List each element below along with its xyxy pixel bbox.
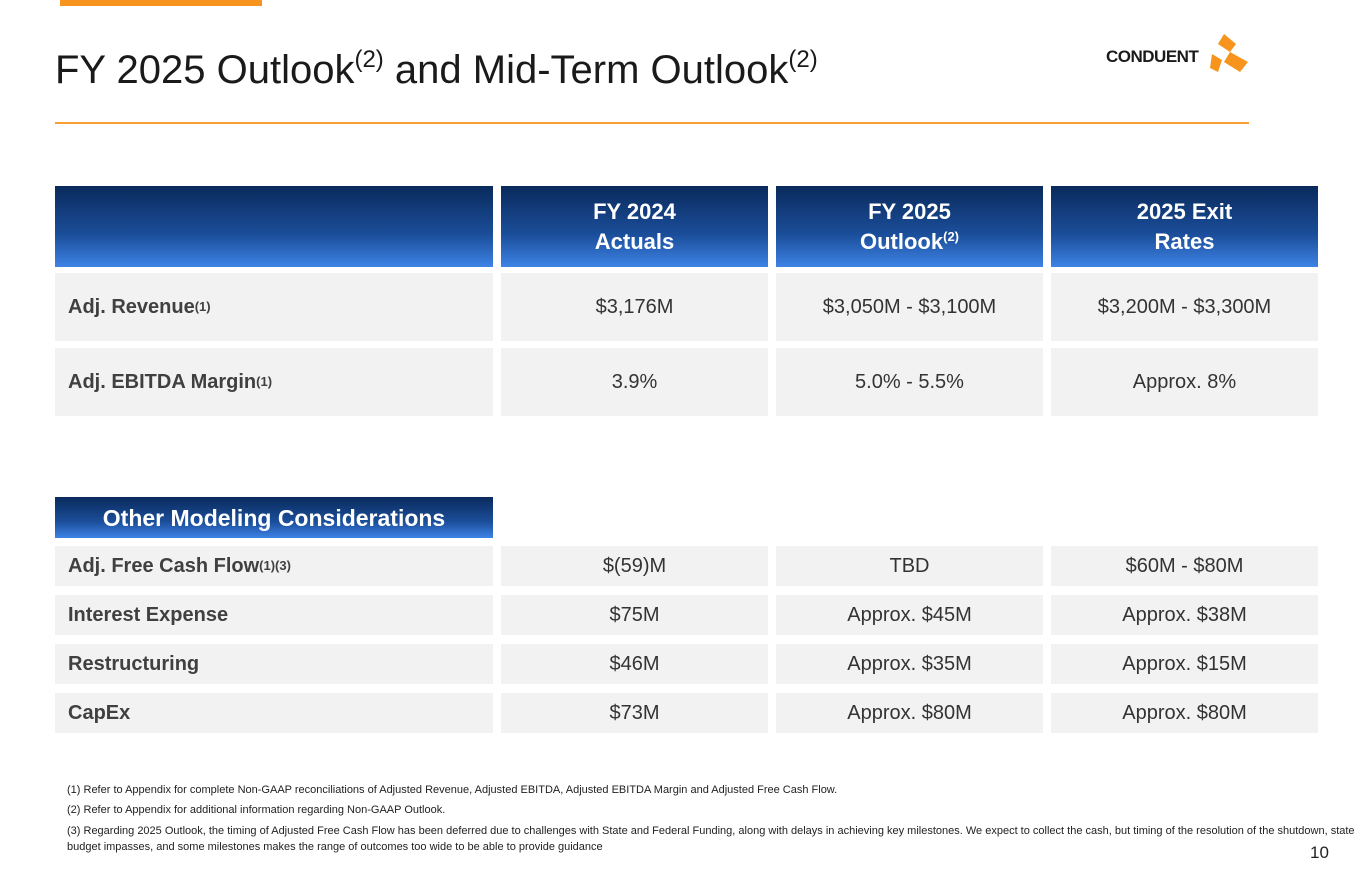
column-header: 2025 Exit Rates (1051, 186, 1318, 267)
table-cell: $3,176M (501, 273, 768, 341)
label-text: Adj. Free Cash Flow (68, 554, 260, 577)
logo-mark (1210, 34, 1248, 72)
table-cell: 3.9% (501, 348, 768, 416)
label-text: Interest Expense (68, 603, 229, 626)
table-cell: $3,050M - $3,100M (776, 273, 1043, 341)
footnote: (3) Regarding 2025 Outlook, the timing o… (67, 825, 1355, 853)
table-cell: TBD (776, 546, 1043, 586)
footnote: (2) Refer to Appendix for additional inf… (67, 804, 446, 816)
label-text: Adj. Revenue (68, 295, 195, 318)
title-rule (55, 122, 1249, 124)
header-text: Actuals (594, 228, 675, 254)
header-text: Outlook (860, 228, 944, 254)
table-cell: $3,200M - $3,300M (1051, 273, 1318, 341)
header-blank (55, 186, 493, 267)
row-label: Adj. Free Cash Flow (1)(3) (55, 546, 493, 586)
row-label: Adj. Revenue (1) (55, 273, 493, 341)
table-cell: Approx. $80M (1051, 693, 1318, 733)
header-line: FY 2025 (868, 198, 951, 224)
table-cell: Approx. $45M (776, 595, 1043, 635)
table-cell: $75M (501, 595, 768, 635)
label-text: CapEx (68, 701, 131, 724)
header-line: Outlook(2) (776, 227, 1043, 257)
table-cell: Approx. $15M (1051, 644, 1318, 684)
header-text: Rates (1154, 228, 1215, 254)
title-note: (2) (354, 46, 384, 73)
table-cell: Approx. $80M (776, 693, 1043, 733)
column-header: FY 2025 Outlook(2) (776, 186, 1043, 267)
header-line: 2025 Exit (1136, 198, 1233, 224)
title-text: FY 2025 Outlook (55, 48, 355, 92)
title-note: (2) (788, 46, 818, 73)
accent-bar (60, 0, 262, 6)
header-line: Rates (1051, 227, 1318, 257)
row-label: Restructuring (55, 644, 493, 684)
title-text: and Mid-Term Outlook (394, 48, 789, 92)
table-cell: $46M (501, 644, 768, 684)
column-header: FY 2024 Actuals (501, 186, 768, 267)
page-number: 10 (1310, 843, 1329, 862)
header-line: Actuals (501, 227, 768, 257)
table-cell: $73M (501, 693, 768, 733)
section-header: Other Modeling Considerations (55, 497, 493, 538)
row-label: Interest Expense (55, 595, 493, 635)
table-cell: $(59)M (501, 546, 768, 586)
header-line: FY 2024 (593, 198, 676, 224)
header-note: (2) (943, 228, 959, 244)
table-cell: $60M - $80M (1051, 546, 1318, 586)
logo-text: CONDUENT (1106, 47, 1199, 66)
table-cell: Approx. 8% (1051, 348, 1318, 416)
footnote: (1) Refer to Appendix for complete Non-G… (67, 784, 838, 796)
slide-title: FY 2025 Outlook(2) and Mid-Term Outlook(… (55, 48, 818, 93)
table-cell: Approx. $38M (1051, 595, 1318, 635)
label-text: Restructuring (68, 652, 200, 675)
label-text: Adj. EBITDA Margin (68, 370, 257, 393)
table-cell: Approx. $35M (776, 644, 1043, 684)
row-label: Adj. EBITDA Margin (1) (55, 348, 493, 416)
table-cell: 5.0% - 5.5% (776, 348, 1043, 416)
row-label: CapEx (55, 693, 493, 733)
